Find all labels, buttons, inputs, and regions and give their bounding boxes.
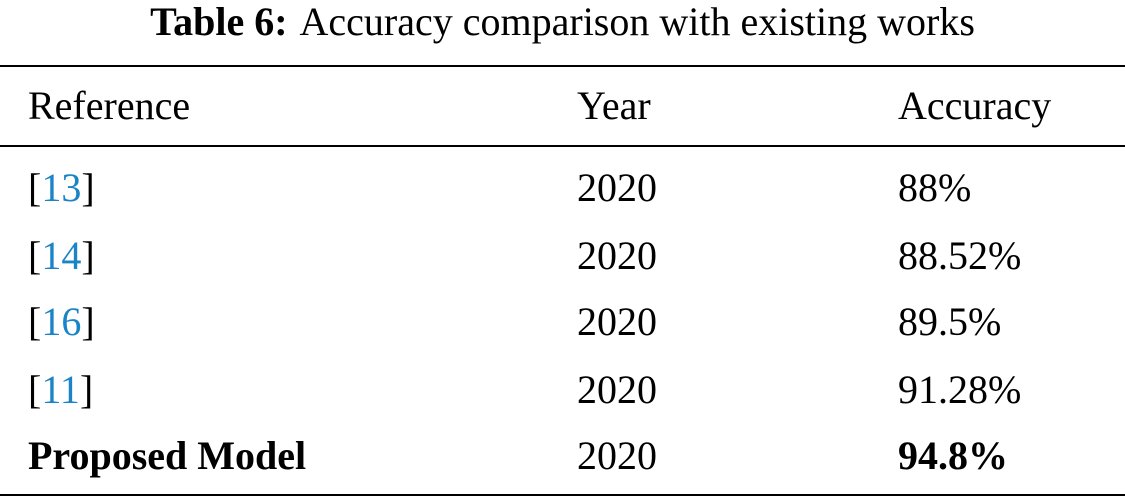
citation-link: 11 (41, 367, 80, 412)
reference-text: [ (28, 367, 42, 412)
mid-rule (0, 145, 1125, 147)
year-cell: 2020 (577, 299, 657, 344)
reference-text: ] (81, 233, 95, 278)
reference-cell: [16] (28, 300, 95, 344)
reference-text: ] (81, 165, 95, 210)
citation-link: 13 (41, 165, 82, 210)
reference-text: [ (28, 299, 42, 344)
bottom-rule (0, 494, 1125, 496)
reference-cell: [13] (28, 166, 95, 210)
header-cell: Reference (28, 83, 191, 128)
year-cell: 2020 (577, 367, 657, 412)
citation-link: 14 (41, 233, 82, 278)
year-cell: 2020 (577, 165, 657, 210)
reference-text: [ (28, 165, 42, 210)
caption-label: Table 6: (150, 0, 288, 44)
reference-cell: Proposed Model (28, 434, 306, 478)
citation-link: 16 (41, 299, 82, 344)
year-cell: 2020 (577, 433, 657, 478)
reference-text: ] (79, 367, 94, 412)
accuracy-cell: 89.5% (898, 299, 1002, 344)
accuracy-cell: 88% (898, 165, 972, 210)
top-rule (0, 65, 1125, 67)
reference-text: ] (81, 299, 95, 344)
accuracy-cell: 88.52% (898, 233, 1022, 278)
caption-text: Accuracy comparison with existing works (299, 0, 975, 44)
caption: Table 6: Accuracy comparison with existin… (0, 0, 1125, 44)
year-cell: 2020 (577, 233, 657, 278)
header-cell: Year (577, 83, 651, 128)
reference-text: Proposed Model (28, 433, 307, 478)
reference-text: [ (28, 233, 42, 278)
accuracy-cell: 94.8% (898, 433, 1008, 478)
reference-cell: [11] (28, 368, 93, 412)
reference-cell: [14] (28, 234, 95, 278)
accuracy-cell: 91.28% (898, 367, 1022, 412)
header-cell: Accuracy (898, 83, 1052, 128)
